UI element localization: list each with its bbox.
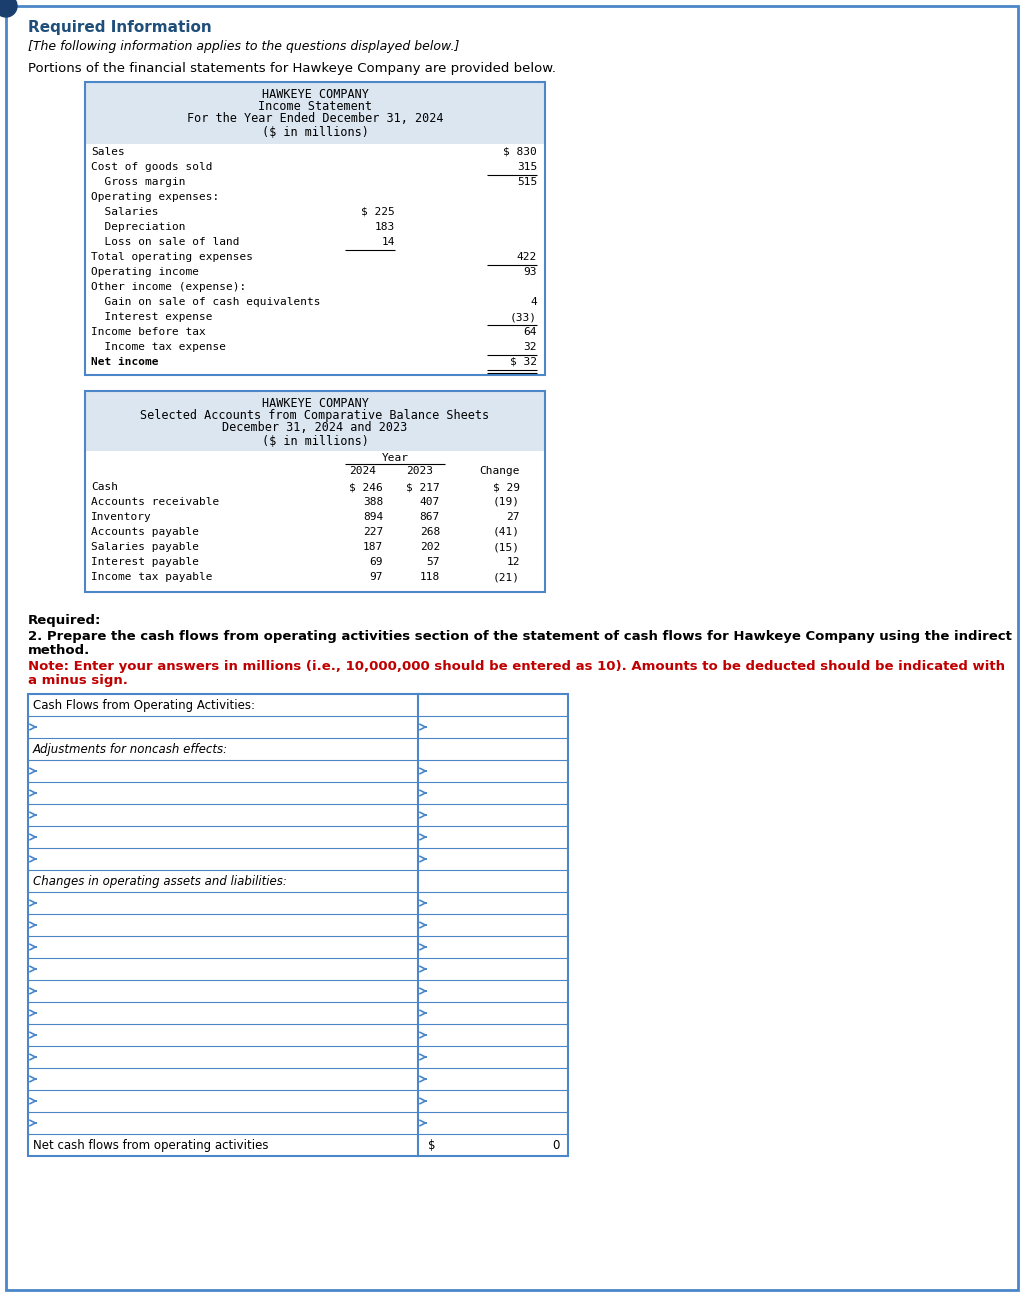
Text: a minus sign.: a minus sign. xyxy=(28,674,128,687)
Text: Total operating expenses: Total operating expenses xyxy=(91,251,253,262)
Text: Depreciation: Depreciation xyxy=(91,222,185,232)
Text: Cost of goods sold: Cost of goods sold xyxy=(91,162,213,172)
Bar xyxy=(85,391,545,451)
Text: Note: Enter your answers in millions (i.e., 10,000,000 should be entered as 10).: Note: Enter your answers in millions (i.… xyxy=(28,660,1005,673)
Text: 183: 183 xyxy=(375,222,395,232)
Text: Gain on sale of cash equivalents: Gain on sale of cash equivalents xyxy=(91,297,321,307)
Text: 422: 422 xyxy=(517,251,537,262)
Text: $ 32: $ 32 xyxy=(510,356,537,367)
Text: !: ! xyxy=(3,3,9,16)
Text: 4: 4 xyxy=(530,297,537,307)
Text: Selected Accounts from Comparative Balance Sheets: Selected Accounts from Comparative Balan… xyxy=(140,410,489,422)
Text: Net cash flows from operating activities: Net cash flows from operating activities xyxy=(33,1139,268,1152)
Text: Operating income: Operating income xyxy=(91,267,199,277)
Bar xyxy=(85,82,545,375)
Text: 2. Prepare the cash flows from operating activities section of the statement of : 2. Prepare the cash flows from operating… xyxy=(28,630,1012,643)
Text: HAWKEYE COMPANY: HAWKEYE COMPANY xyxy=(261,88,369,101)
Text: Year: Year xyxy=(382,454,409,463)
Text: Salaries payable: Salaries payable xyxy=(91,542,199,552)
Text: 14: 14 xyxy=(382,237,395,248)
Text: Accounts payable: Accounts payable xyxy=(91,527,199,537)
Text: For the Year Ended December 31, 2024: For the Year Ended December 31, 2024 xyxy=(186,111,443,124)
Text: 388: 388 xyxy=(362,496,383,507)
Text: Operating expenses:: Operating expenses: xyxy=(91,192,219,202)
Text: 32: 32 xyxy=(523,342,537,353)
Text: 12: 12 xyxy=(507,557,520,568)
Text: ($ in millions): ($ in millions) xyxy=(261,435,369,448)
Text: Required Information: Required Information xyxy=(28,19,212,35)
Text: Income tax payable: Income tax payable xyxy=(91,572,213,582)
Text: 69: 69 xyxy=(370,557,383,568)
Text: Changes in operating assets and liabilities:: Changes in operating assets and liabilit… xyxy=(33,875,287,888)
Text: Gross margin: Gross margin xyxy=(91,178,185,187)
Text: (41): (41) xyxy=(493,527,520,537)
Text: ($ in millions): ($ in millions) xyxy=(261,126,369,139)
Text: 315: 315 xyxy=(517,162,537,172)
Text: (33): (33) xyxy=(510,312,537,321)
Circle shape xyxy=(0,0,17,17)
Text: Interest expense: Interest expense xyxy=(91,312,213,321)
Text: [The following information applies to the questions displayed below.]: [The following information applies to th… xyxy=(28,40,460,53)
Text: $ 217: $ 217 xyxy=(407,482,440,492)
Text: (21): (21) xyxy=(493,572,520,582)
Text: 93: 93 xyxy=(523,267,537,277)
Text: Required:: Required: xyxy=(28,614,101,627)
Text: Cash Flows from Operating Activities:: Cash Flows from Operating Activities: xyxy=(33,699,255,712)
Text: Cash: Cash xyxy=(91,482,118,492)
Text: December 31, 2024 and 2023: December 31, 2024 and 2023 xyxy=(222,421,408,434)
Text: Interest payable: Interest payable xyxy=(91,557,199,568)
Text: Income Statement: Income Statement xyxy=(258,100,372,113)
Text: 894: 894 xyxy=(362,512,383,522)
Text: 118: 118 xyxy=(420,572,440,582)
Text: 867: 867 xyxy=(420,512,440,522)
Text: Portions of the financial statements for Hawkeye Company are provided below.: Portions of the financial statements for… xyxy=(28,62,556,75)
Text: Adjustments for noncash effects:: Adjustments for noncash effects: xyxy=(33,743,228,756)
Text: 97: 97 xyxy=(370,572,383,582)
Bar xyxy=(28,693,568,1156)
Text: $ 246: $ 246 xyxy=(349,482,383,492)
Text: Sales: Sales xyxy=(91,146,125,157)
Text: 407: 407 xyxy=(420,496,440,507)
Text: 2024: 2024 xyxy=(349,467,377,476)
Text: Loss on sale of land: Loss on sale of land xyxy=(91,237,240,248)
Text: $ 225: $ 225 xyxy=(361,207,395,216)
Text: $ 830: $ 830 xyxy=(503,146,537,157)
Text: 268: 268 xyxy=(420,527,440,537)
Text: Income before tax: Income before tax xyxy=(91,327,206,337)
Text: Net income: Net income xyxy=(91,356,159,367)
Text: $: $ xyxy=(428,1139,435,1152)
Text: $ 29: $ 29 xyxy=(493,482,520,492)
Text: Change: Change xyxy=(480,467,520,476)
Text: HAWKEYE COMPANY: HAWKEYE COMPANY xyxy=(261,397,369,410)
Text: Other income (expense):: Other income (expense): xyxy=(91,283,246,292)
Bar xyxy=(85,391,545,592)
Text: 227: 227 xyxy=(362,527,383,537)
Text: Inventory: Inventory xyxy=(91,512,152,522)
Text: 187: 187 xyxy=(362,542,383,552)
Text: 64: 64 xyxy=(523,327,537,337)
Text: (19): (19) xyxy=(493,496,520,507)
Text: 0: 0 xyxy=(553,1139,560,1152)
Text: Income tax expense: Income tax expense xyxy=(91,342,226,353)
Text: 2023: 2023 xyxy=(407,467,433,476)
Text: 515: 515 xyxy=(517,178,537,187)
Text: 27: 27 xyxy=(507,512,520,522)
Text: 202: 202 xyxy=(420,542,440,552)
Text: method.: method. xyxy=(28,644,90,657)
Text: (15): (15) xyxy=(493,542,520,552)
Bar xyxy=(85,82,545,144)
Text: Accounts receivable: Accounts receivable xyxy=(91,496,219,507)
Text: 57: 57 xyxy=(427,557,440,568)
Text: Salaries: Salaries xyxy=(91,207,159,216)
